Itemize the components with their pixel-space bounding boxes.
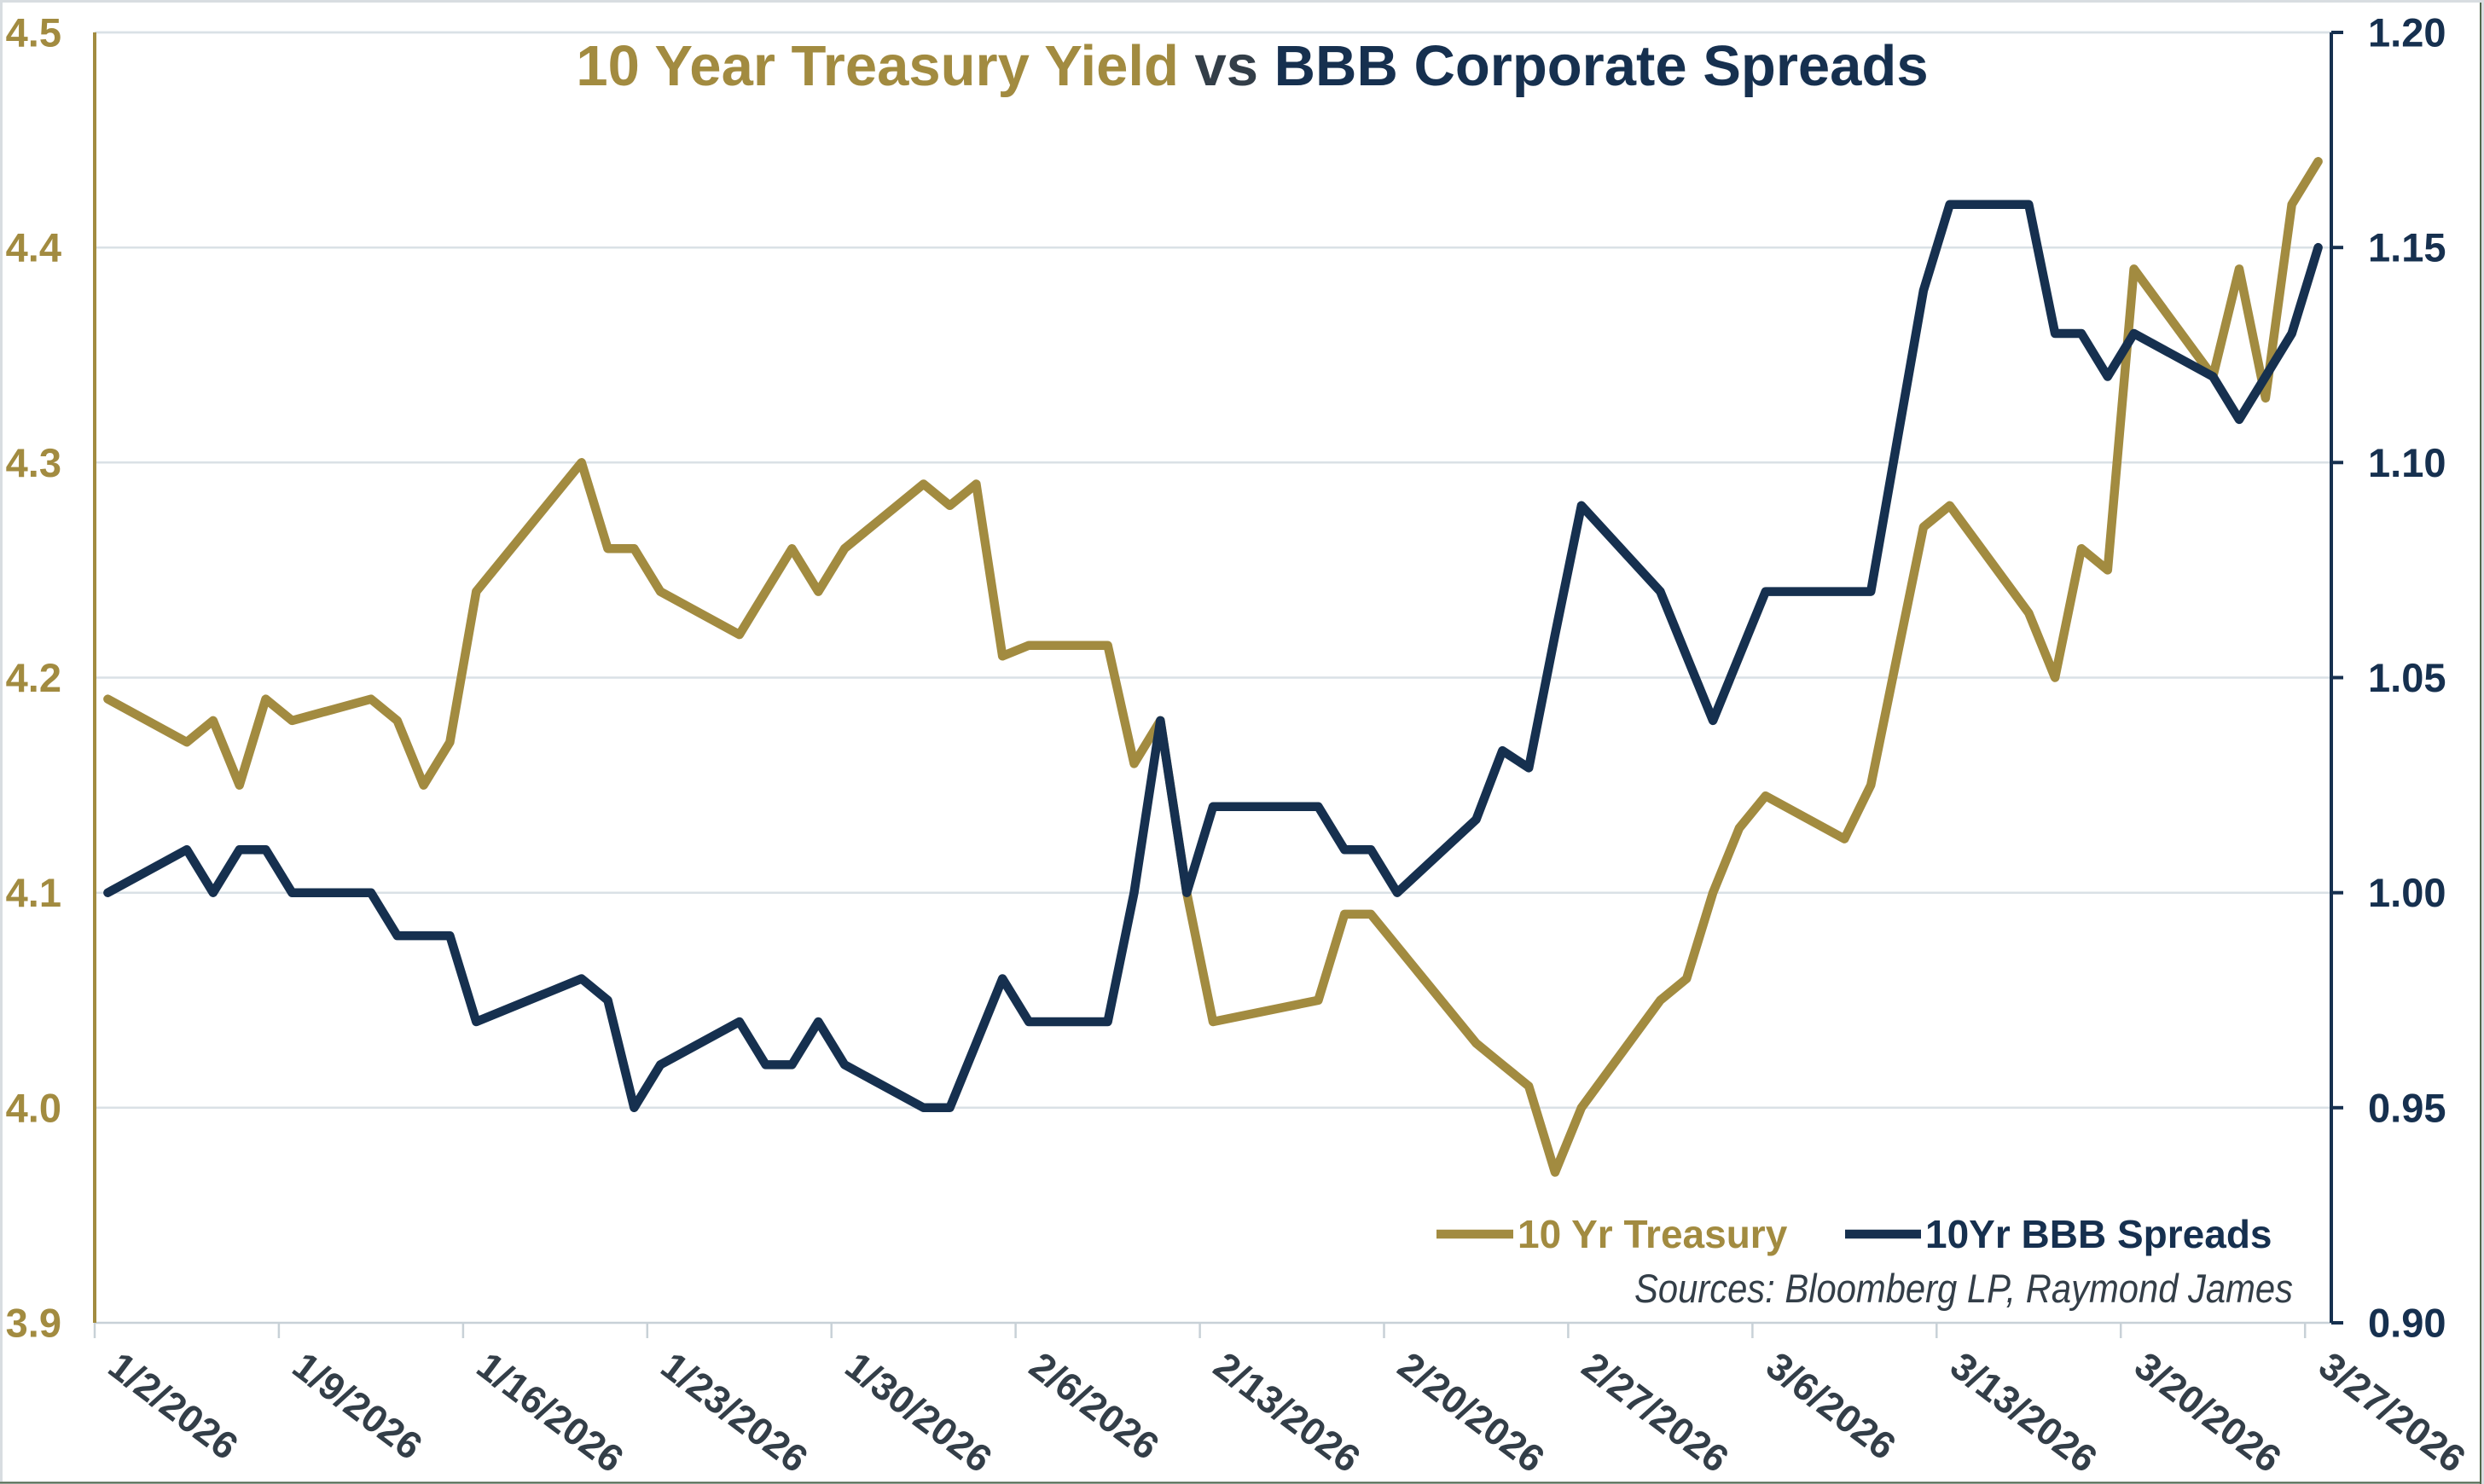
svg-text:1.20: 1.20 bbox=[2368, 10, 2446, 55]
svg-text:10 Yr Treasury: 10 Yr Treasury bbox=[1518, 1212, 1788, 1256]
svg-text:4.2: 4.2 bbox=[6, 655, 61, 700]
svg-text:4.0: 4.0 bbox=[6, 1085, 61, 1130]
svg-text:1.15: 1.15 bbox=[2368, 225, 2446, 270]
svg-text:1.00: 1.00 bbox=[2368, 870, 2446, 915]
svg-text:4.5: 4.5 bbox=[6, 10, 61, 55]
svg-text:0.95: 0.95 bbox=[2368, 1085, 2446, 1130]
svg-text:0.90: 0.90 bbox=[2368, 1301, 2446, 1346]
svg-text:3.9: 3.9 bbox=[6, 1301, 61, 1346]
svg-text:1.10: 1.10 bbox=[2368, 440, 2446, 485]
svg-text:10 Year Treasury Yield vs BBB: 10 Year Treasury Yield vs BBB Corporate … bbox=[576, 34, 1928, 98]
svg-text:Sources: Bloomberg LP, Raymond: Sources: Bloomberg LP, Raymond James bbox=[1634, 1266, 2293, 1311]
svg-text:4.4: 4.4 bbox=[6, 225, 61, 270]
svg-text:10Yr BBB Spreads: 10Yr BBB Spreads bbox=[1925, 1212, 2272, 1256]
svg-text:4.1: 4.1 bbox=[6, 870, 61, 915]
svg-text:4.3: 4.3 bbox=[6, 440, 61, 485]
svg-text:1.05: 1.05 bbox=[2368, 655, 2446, 700]
